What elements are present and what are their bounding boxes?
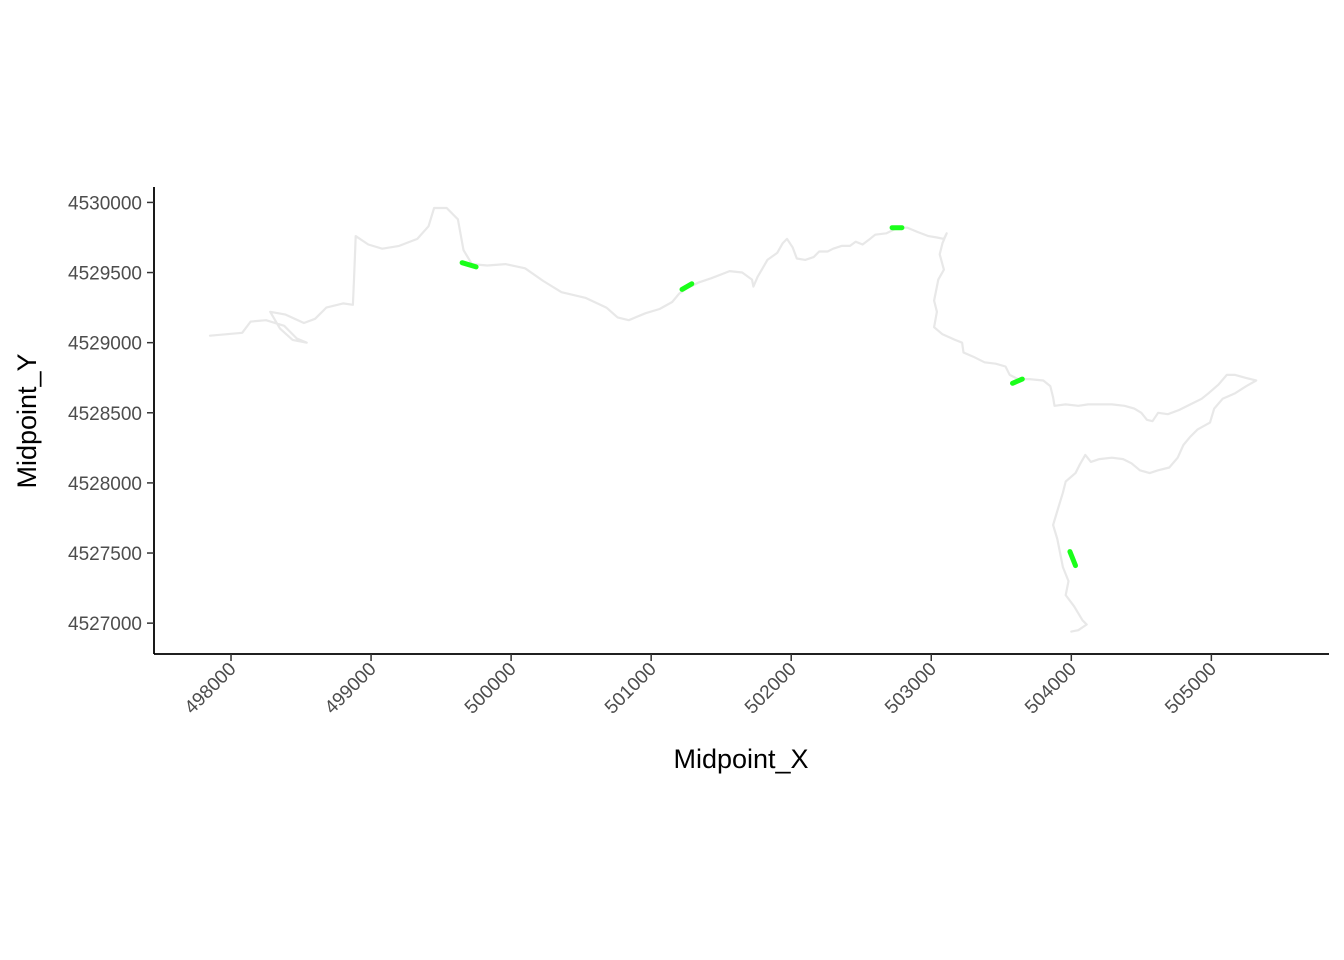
plot-area (208, 206, 1258, 633)
x-tick-label: 503000 (881, 659, 941, 719)
x-tick-label: 500000 (461, 659, 521, 719)
x-tick-label: 499000 (321, 659, 381, 719)
y-tick-label: 4527000 (68, 614, 142, 635)
x-tick-label: 498000 (181, 659, 241, 719)
y-tick-label: 4530000 (68, 193, 142, 214)
x-tick-label: 504000 (1021, 659, 1081, 719)
y-axis: 4527000 4527500 4528000 4528500 4529000 45295… (68, 187, 155, 654)
highlight-segment-1 (459, 260, 479, 270)
y-tick-label: 4528500 (68, 404, 142, 425)
highlight-segment-4 (1010, 376, 1025, 386)
x-tick-label: 502000 (741, 659, 801, 719)
highlight-segment-5 (1067, 549, 1078, 569)
y-tick-label: 4528000 (68, 474, 142, 495)
y-tick-label: 4527500 (68, 544, 142, 565)
y-tick-label: 4529500 (68, 264, 142, 285)
path-line (208, 206, 1258, 633)
highlight-segment-2 (679, 281, 695, 292)
x-axis: 498000 499000 500000 501000 502000 503000 5040… (154, 653, 1329, 719)
y-tick-label: 4529000 (68, 334, 142, 355)
y-axis-title: Midpoint_Y (12, 353, 42, 488)
x-axis-title: Midpoint_X (673, 744, 808, 774)
x-tick-label: 501000 (601, 659, 661, 719)
x-tick-label: 505000 (1161, 659, 1221, 719)
